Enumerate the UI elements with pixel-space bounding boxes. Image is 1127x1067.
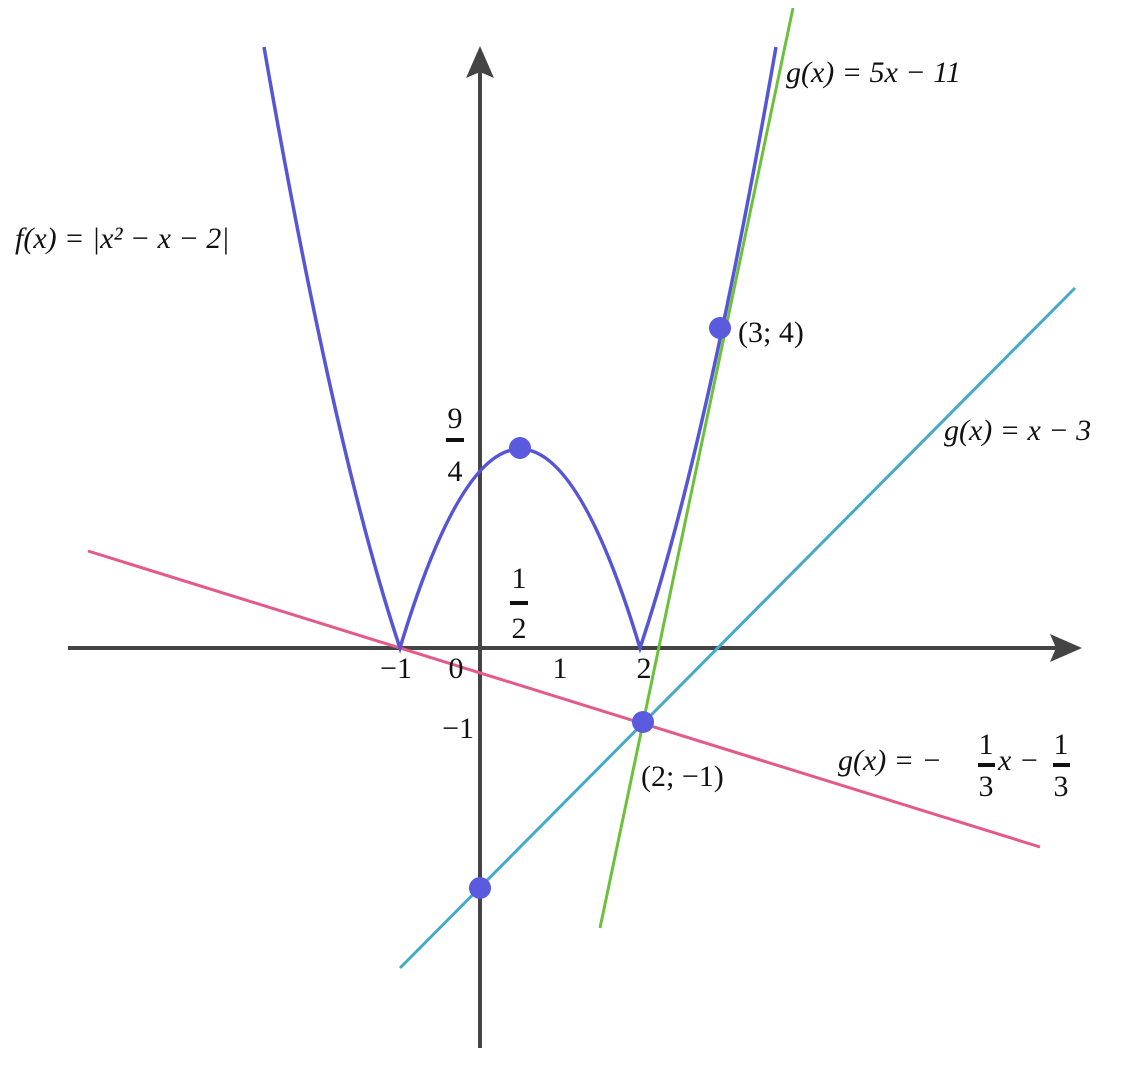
fraction-denominator: 3 <box>1054 770 1069 803</box>
fraction-numerator: 1 <box>512 562 527 595</box>
line-label: g(x) = − <box>838 744 942 777</box>
fraction-numerator: 1 <box>979 728 994 761</box>
fraction-denominator: 3 <box>979 770 994 803</box>
line-pink <box>87 549 1041 849</box>
x-axis-arrow <box>1050 634 1082 662</box>
point <box>709 317 731 339</box>
line-green <box>598 7 795 929</box>
line-label: x − <box>997 744 1039 777</box>
function-label: f(x) = |x² − x − 2| <box>15 222 229 255</box>
point-label: (2; −1) <box>641 760 724 793</box>
fraction-denominator: 4 <box>448 455 463 488</box>
x-tick-label: −1 <box>380 652 412 685</box>
line-label: g(x) = x − 3 <box>944 414 1091 447</box>
line-blue <box>398 286 1077 970</box>
x-tick-label: 0 <box>449 652 464 685</box>
line-label: g(x) = 5x − 11 <box>786 56 961 89</box>
function-curve <box>262 46 778 654</box>
x-tick-label: 1 <box>553 652 568 685</box>
fraction-numerator: 9 <box>448 402 463 435</box>
point <box>632 711 654 733</box>
y-tick-label: −1 <box>442 712 474 745</box>
point <box>509 437 531 459</box>
fraction-denominator: 2 <box>512 612 527 645</box>
point <box>469 877 491 899</box>
point-label: (3; 4) <box>738 316 804 349</box>
fraction-numerator: 1 <box>1054 728 1069 761</box>
y-axis-arrow <box>466 46 494 78</box>
x-tick-label: 2 <box>637 652 652 685</box>
